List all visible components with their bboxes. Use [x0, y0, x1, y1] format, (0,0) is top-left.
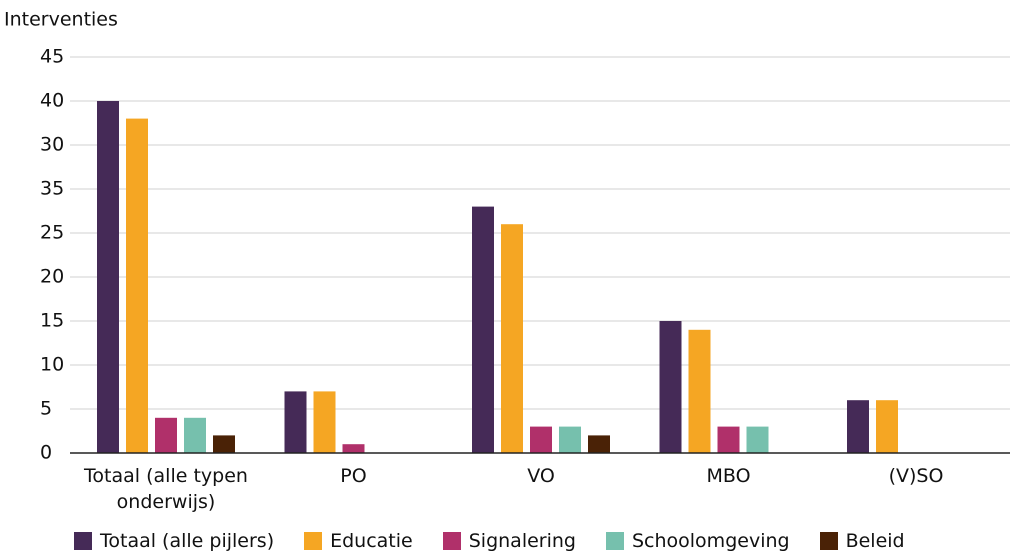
x-tick-label: MBO: [706, 465, 751, 487]
legend-label: Schoolomgeving: [631, 530, 790, 552]
bar: [688, 329, 711, 453]
legend-swatch: [819, 532, 838, 550]
legend-item: Beleid: [819, 530, 905, 552]
bar: [126, 118, 148, 453]
y-tick-label: 20: [40, 266, 64, 288]
legend-item: Signalering: [442, 530, 576, 552]
legend-swatch: [605, 532, 624, 550]
x-tick-label: PO: [340, 465, 367, 487]
bar: [717, 426, 740, 453]
bar: [213, 435, 235, 453]
bar: [659, 321, 682, 453]
bar: [847, 400, 869, 453]
y-tick-label: 25: [40, 222, 64, 244]
legend-label: Educatie: [330, 530, 413, 552]
bar: [184, 417, 206, 453]
y-axis-title: Interventies: [4, 9, 118, 31]
y-tick-label: 40: [40, 90, 64, 112]
legend-item: Totaal (alle pijlers): [74, 530, 274, 552]
bar: [876, 400, 898, 453]
bar: [155, 417, 177, 453]
legend-label: Totaal (alle pijlers): [100, 530, 275, 552]
legend-swatch: [442, 532, 461, 550]
x-tick-label: VO: [527, 465, 555, 487]
x-tick-label: (V)SO: [888, 465, 944, 487]
legend-swatch: [74, 532, 92, 550]
y-tick-label: 5: [40, 398, 52, 420]
legend: Totaal (alle pijlers) Educatie Signalering…: [74, 530, 905, 552]
y-tick-label: 0: [40, 442, 52, 464]
bar: [559, 426, 581, 453]
legend-item: Educatie: [304, 530, 413, 552]
legend-label: Signalering: [468, 530, 576, 552]
bar: [313, 391, 336, 453]
legend-item: Schoolomgeving: [605, 530, 790, 552]
y-tick-label: 30: [40, 134, 64, 156]
bar: [501, 224, 523, 453]
x-tick-label: Totaal (alle typen onderwijs): [84, 465, 248, 513]
y-tick-label: 10: [40, 354, 64, 376]
bar: [588, 435, 610, 453]
bar: [746, 426, 769, 453]
bar: [97, 101, 119, 453]
y-tick-label: 15: [40, 310, 64, 332]
bar: [472, 206, 494, 453]
bar: [530, 426, 552, 453]
bar: [284, 391, 307, 453]
legend-swatch: [304, 532, 323, 550]
bar: [342, 444, 365, 453]
y-tick-label: 35: [40, 178, 64, 200]
y-tick-label: 45: [40, 46, 64, 68]
legend-label: Beleid: [845, 530, 905, 552]
